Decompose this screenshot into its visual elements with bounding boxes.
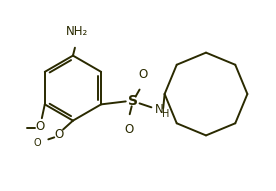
Text: S: S [128, 94, 138, 108]
Text: H: H [162, 109, 169, 119]
Text: O: O [34, 138, 41, 148]
Text: O: O [35, 120, 44, 133]
Text: O: O [55, 128, 64, 141]
Text: O: O [138, 68, 147, 81]
Text: O: O [124, 123, 133, 136]
Text: N: N [155, 103, 164, 116]
Text: NH₂: NH₂ [66, 25, 88, 38]
